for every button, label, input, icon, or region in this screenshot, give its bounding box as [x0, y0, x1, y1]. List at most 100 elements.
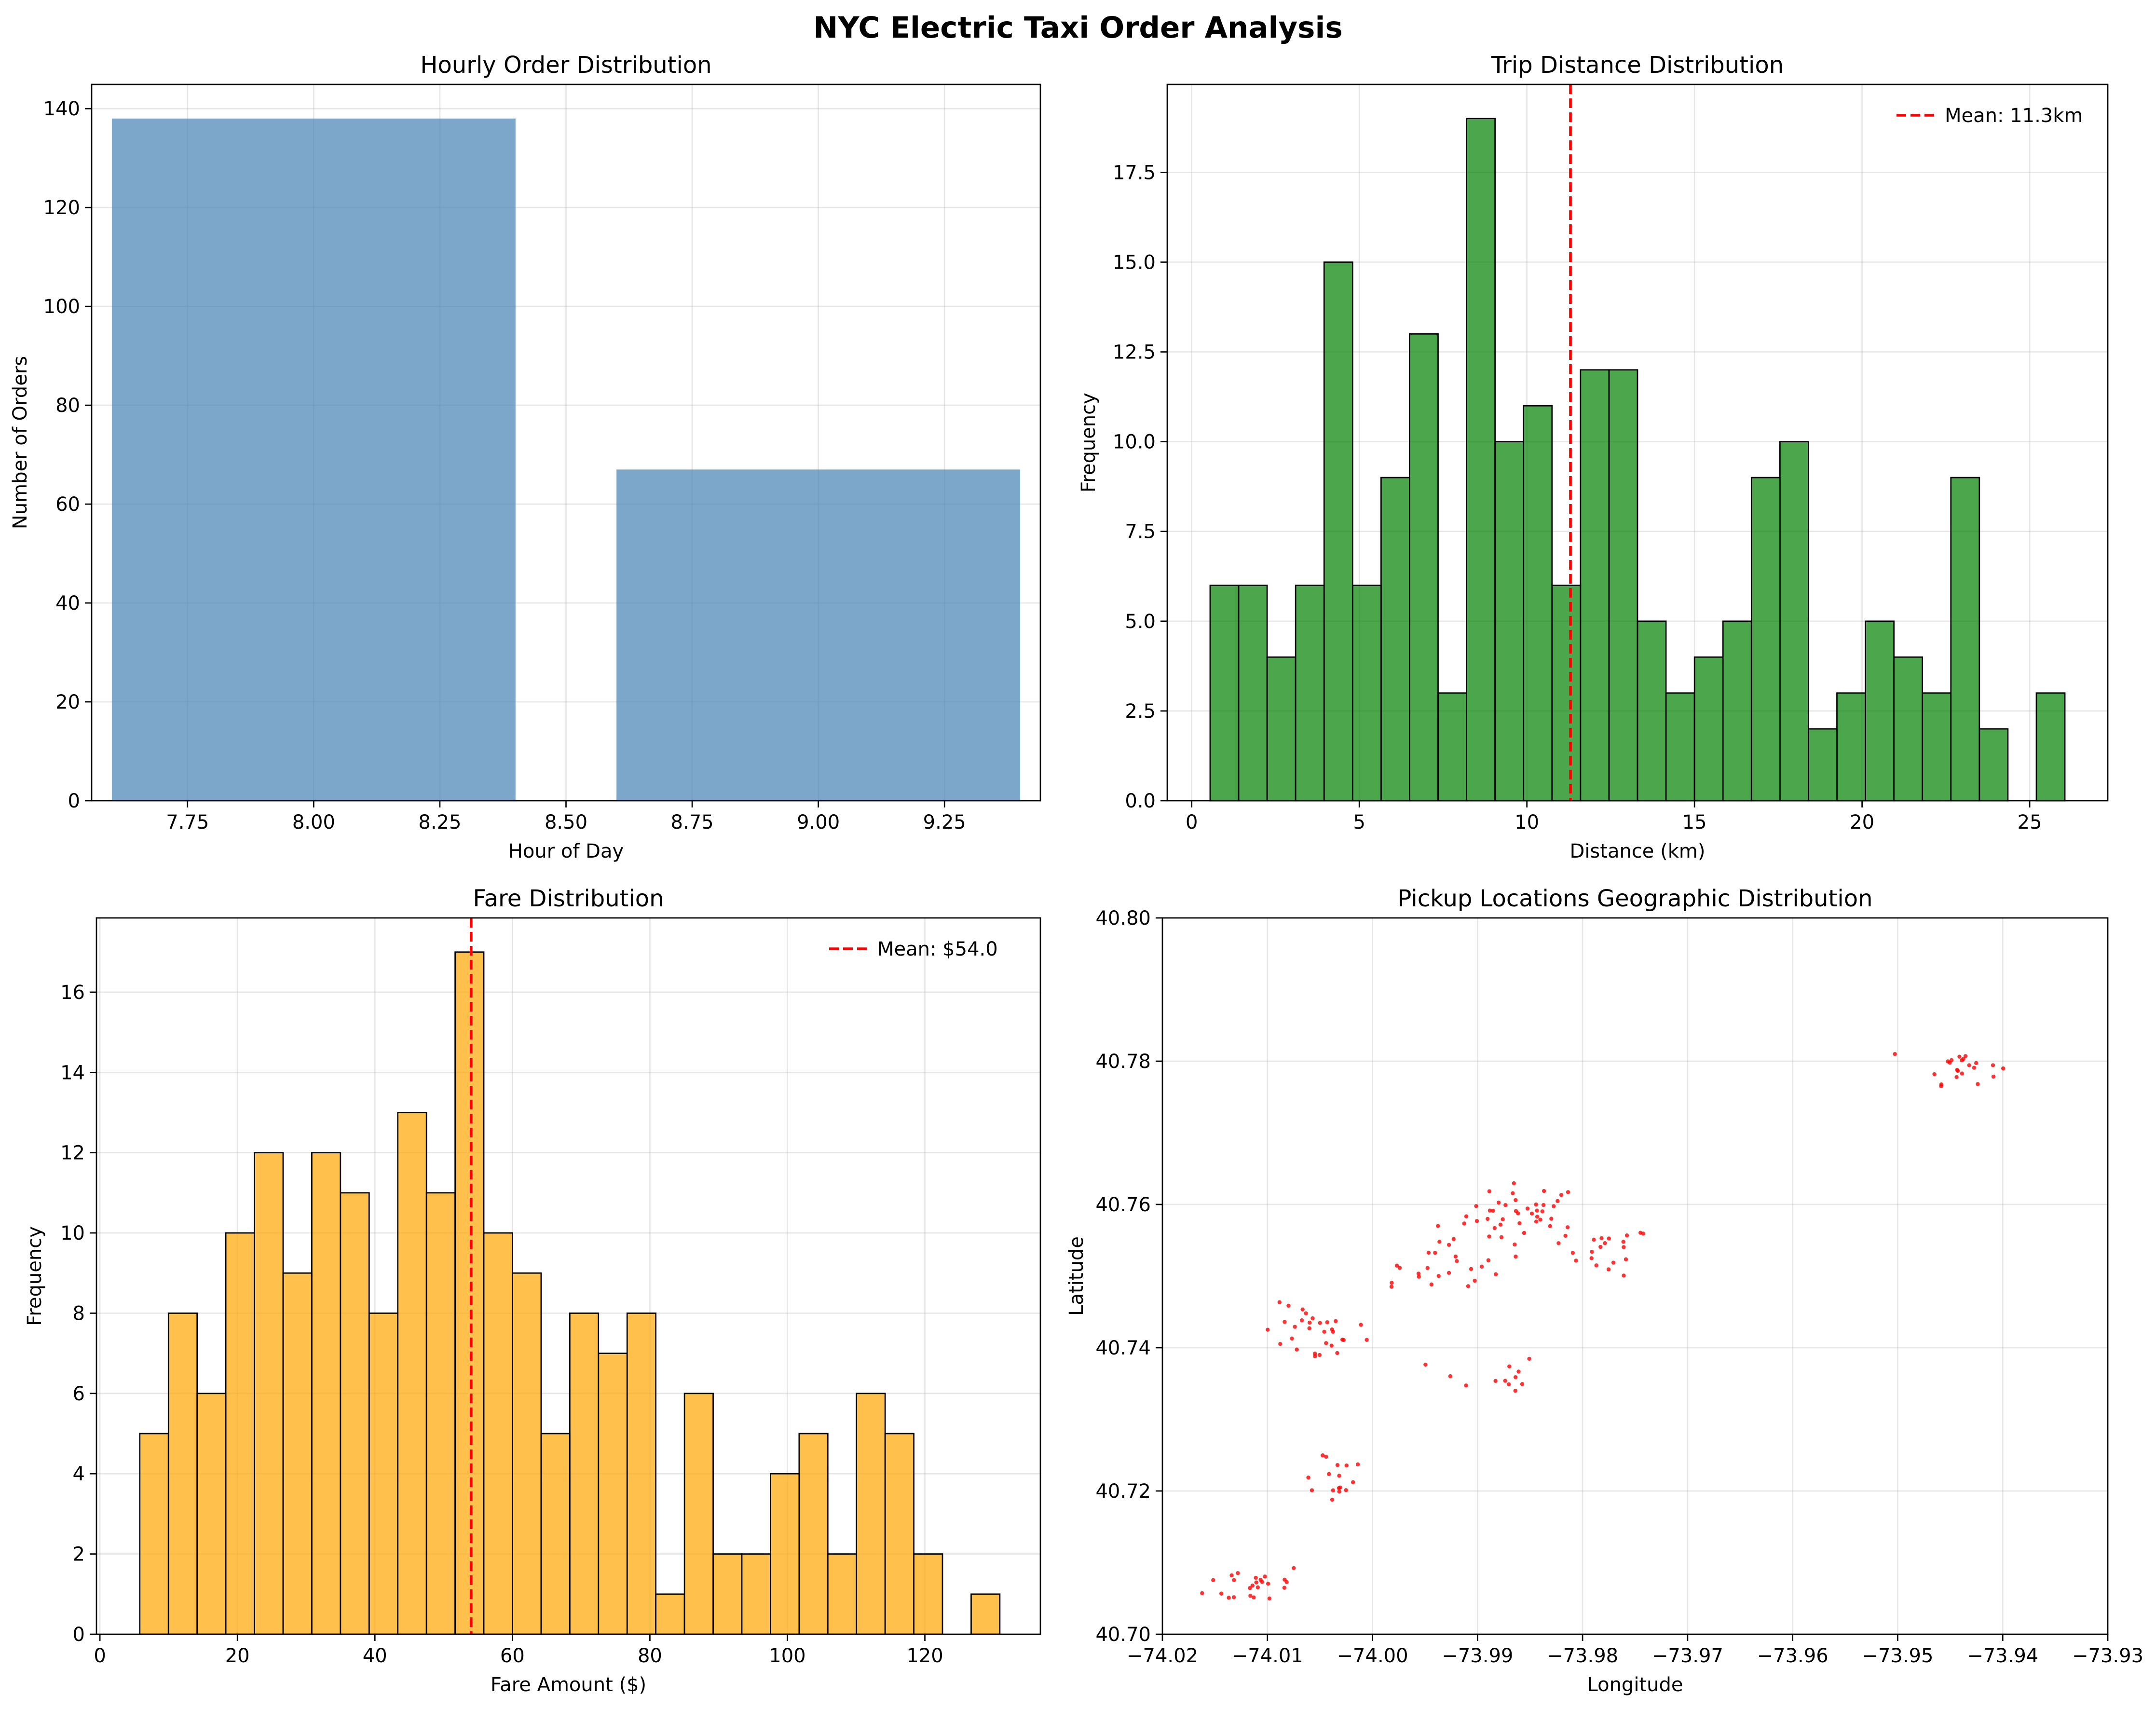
pickups-pickup-point [2001, 1066, 2006, 1071]
pickups-pickup-point [1474, 1219, 1479, 1223]
pickups-pickup-point [1344, 1463, 1349, 1468]
pickups-pickup-point [1503, 1203, 1508, 1207]
pickups-pickup-point [1590, 1249, 1594, 1254]
pickups-pickup-point [1566, 1190, 1570, 1194]
fare-y-tick-label: 8 [73, 1302, 85, 1325]
hourly-x-tick-label: 8.25 [418, 811, 461, 834]
pickups-x-tick-label: −73.94 [1967, 1645, 2038, 1667]
fare-histogram-bar [856, 1393, 886, 1635]
pickups-pickup-point [1451, 1237, 1456, 1242]
pickups-pickup-point [1327, 1472, 1331, 1477]
distance-histogram-bar [1979, 728, 2009, 802]
pickups-pickup-point [1603, 1241, 1607, 1245]
distance-histogram-bar [1266, 656, 1296, 802]
distance-histogram-bar [1865, 620, 1895, 802]
pickups-pickup-point [1416, 1271, 1421, 1276]
distance-axes-frame [1166, 83, 2109, 802]
fare-y-tick-label: 2 [73, 1544, 85, 1566]
hourly-y-tick-label: 120 [43, 197, 80, 219]
pickups-pickup-point [1236, 1571, 1240, 1575]
fare-chart: Fare Distribution Fare Amount ($) Freque… [24, 885, 1041, 1696]
fare-y-tick-label: 12 [60, 1142, 85, 1164]
distance-histogram-bar [1637, 620, 1667, 802]
hourly-x-tick-label: 8.50 [545, 811, 587, 834]
pickups-pickup-point [1516, 1369, 1521, 1374]
distance-histogram-bar [1693, 656, 1724, 802]
distance-x-tick-label: 25 [2018, 811, 2042, 834]
pickups-pickup-point [1266, 1327, 1270, 1332]
pickups-axes-frame [1161, 917, 2109, 1635]
fare-histogram-bar [483, 1232, 513, 1635]
hourly-y-tick-label: 20 [55, 691, 80, 713]
pickups-pickup-point [1594, 1263, 1598, 1268]
pickups-pickup-point [1961, 1057, 1965, 1061]
pickups-pickup-point [1322, 1329, 1326, 1334]
distance-histogram-bar [2035, 692, 2066, 802]
fare-y-tick-label: 0 [73, 1624, 85, 1646]
hourly-bar [111, 118, 516, 801]
distance-y-tick-label: 10.0 [1113, 431, 1156, 453]
distance-histogram-bar [1523, 405, 1553, 802]
pickups-pickup-point [1263, 1574, 1267, 1579]
fare-x-tick-label: 60 [500, 1645, 525, 1667]
pickups-pickup-point [1200, 1591, 1204, 1596]
fare-axes-frame [96, 917, 1041, 1635]
pickups-pickup-point [1487, 1234, 1491, 1239]
pickups-pickup-point [1365, 1338, 1369, 1342]
distance-y-axis-label: Frequency [1078, 393, 1100, 492]
pickups-pickup-point [1389, 1285, 1394, 1289]
fare-histogram-bar [368, 1313, 399, 1635]
fare-y-axis-label: Frequency [24, 1226, 46, 1326]
pickups-pickup-point [1283, 1320, 1287, 1324]
pickups-pickup-point [1453, 1254, 1458, 1259]
hourly-x-tick-label: 7.75 [166, 811, 209, 834]
pickups-pickup-point [1286, 1303, 1291, 1308]
pickups-pickup-point [1624, 1233, 1629, 1238]
pickups-pickup-point [1335, 1351, 1339, 1355]
pickups-pickup-point [1556, 1199, 1560, 1203]
pickups-pickup-point [1359, 1323, 1363, 1327]
pickups-pickup-point [1324, 1454, 1328, 1459]
pickups-pickup-point [1429, 1282, 1434, 1287]
pickups-x-tick-label: −73.96 [1757, 1645, 1829, 1667]
pickups-pickup-point [1486, 1258, 1491, 1262]
pickups-pickup-point [1232, 1578, 1236, 1582]
fare-x-tick-label: 20 [225, 1645, 250, 1667]
fare-histogram-bar [626, 1313, 657, 1635]
pickups-pickup-point [1621, 1240, 1625, 1244]
distance-y-tick-label: 2.5 [1125, 700, 1156, 723]
pickups-pickup-point [1448, 1374, 1453, 1379]
pickups-pickup-point [1967, 1063, 1971, 1067]
distance-y-tick-label: 12.5 [1113, 342, 1156, 364]
hourly-bar [616, 469, 1021, 801]
pickups-pickup-point [1606, 1267, 1611, 1271]
pickups-pickup-point [1511, 1191, 1515, 1196]
fare-histogram-bar [425, 1192, 456, 1635]
pickups-pickup-point [1592, 1237, 1596, 1242]
fare-y-tick-label: 4 [73, 1463, 85, 1485]
pickups-pickup-point [1535, 1208, 1539, 1213]
pickups-pickup-point [1394, 1263, 1399, 1268]
pickups-pickup-point [1599, 1236, 1604, 1241]
distance-marks [1209, 118, 2066, 802]
pickups-pickup-point [1229, 1573, 1234, 1578]
pickups-pickup-point [1351, 1480, 1355, 1485]
distance-histogram-bar [1295, 585, 1325, 802]
pickups-pickup-point [1299, 1318, 1304, 1323]
hourly-chart-title: Hourly Order Distribution [420, 52, 711, 79]
pickups-y-tick-label: 40.70 [1095, 1624, 1151, 1646]
hourly-x-tick-label: 9.00 [797, 811, 840, 834]
fare-x-tick-label: 100 [769, 1645, 805, 1667]
pickups-pickup-point [1355, 1462, 1360, 1467]
pickups-pickup-point [1340, 1338, 1345, 1342]
pickups-marks [1200, 1052, 2006, 1601]
distance-x-tick-label: 15 [1682, 811, 1707, 834]
distance-histogram-bar [1409, 333, 1439, 802]
fare-y-tick-label: 16 [60, 982, 85, 1004]
fare-y-tick-label: 14 [60, 1062, 85, 1084]
fare-histogram-bar [454, 951, 485, 1635]
fare-histogram-bar [311, 1152, 341, 1635]
figure-title: NYC Electric Taxi Order Analysis [813, 11, 1342, 45]
pickups-pickup-point [1252, 1595, 1256, 1600]
